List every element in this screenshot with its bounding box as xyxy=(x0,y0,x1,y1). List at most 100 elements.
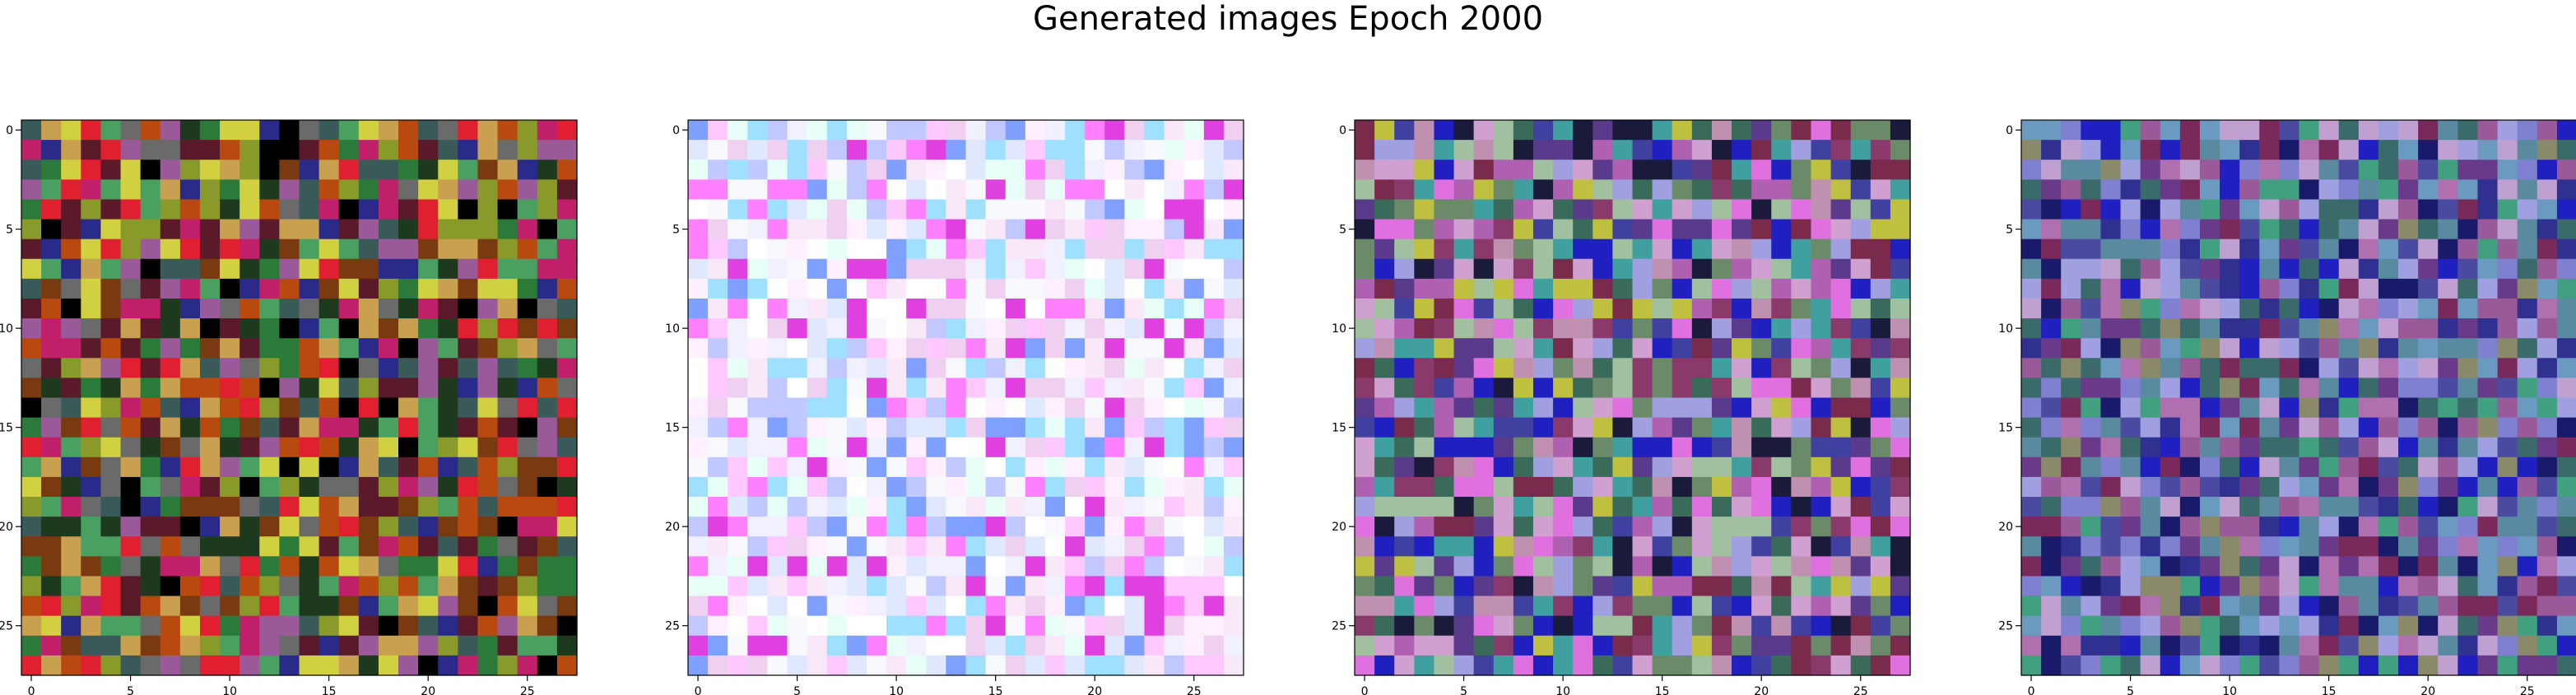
heatmap-cell xyxy=(1513,615,1534,637)
heatmap-cell xyxy=(2220,258,2240,280)
heatmap-cell xyxy=(517,278,538,299)
heatmap-cell xyxy=(319,378,340,399)
heatmap-cell xyxy=(1652,536,1673,557)
heatmap-cell xyxy=(1890,417,1911,438)
heatmap-cell xyxy=(537,497,558,517)
heatmap-cell xyxy=(537,358,558,378)
heatmap-cell xyxy=(946,456,967,478)
heatmap-cell xyxy=(1493,160,1514,180)
heatmap-cell xyxy=(1414,576,1435,597)
heatmap-cell xyxy=(826,258,848,280)
heatmap-cell xyxy=(1593,536,1613,557)
heatmap-cell xyxy=(728,576,748,597)
heatmap-cell xyxy=(21,655,42,676)
heatmap-cell xyxy=(1183,378,1205,399)
heatmap-cell xyxy=(2398,239,2419,260)
page-title: Generated images Epoch 2000 xyxy=(1032,0,1544,38)
heatmap-cell xyxy=(708,318,728,339)
heatmap-cell xyxy=(787,179,808,201)
heatmap-cell xyxy=(2120,456,2141,478)
heatmap-cell xyxy=(1434,120,1455,141)
heatmap-cell xyxy=(1044,437,1066,458)
heatmap-cell xyxy=(1711,556,1732,577)
heatmap-cell xyxy=(1732,476,1752,498)
heatmap-cell xyxy=(1374,456,1395,478)
heatmap-cell xyxy=(1791,476,1812,498)
heatmap-cell xyxy=(2497,258,2518,280)
heatmap-cell xyxy=(1124,278,1146,299)
heatmap-cell xyxy=(61,635,81,656)
heatmap-cell xyxy=(1203,417,1225,438)
heatmap-cell xyxy=(438,517,458,537)
heatmap-cell xyxy=(1414,318,1435,339)
heatmap-cell xyxy=(1453,397,1475,419)
heatmap-cell xyxy=(807,140,828,160)
heatmap-cell xyxy=(259,358,280,378)
heatmap-cell xyxy=(2021,595,2042,617)
y-tick-label: 20 xyxy=(0,521,13,534)
heatmap-cell xyxy=(1005,476,1026,498)
heatmap-cell xyxy=(2239,476,2260,498)
heatmap-cell xyxy=(1573,179,1593,201)
heatmap-cell xyxy=(2061,278,2081,299)
heatmap-cell xyxy=(2338,219,2360,240)
heatmap-cell xyxy=(2438,199,2458,220)
heatmap-cell xyxy=(1593,635,1613,656)
heatmap-cell xyxy=(1850,595,1872,617)
heatmap-cell xyxy=(1553,655,1574,676)
heatmap-cell xyxy=(1355,517,1375,537)
heatmap-cell xyxy=(1005,239,1026,260)
heatmap-cell xyxy=(140,278,161,299)
heatmap-cell xyxy=(1414,556,1435,577)
heatmap-cell xyxy=(2199,278,2220,299)
heatmap-cell xyxy=(886,278,907,299)
heatmap-cell xyxy=(338,417,360,438)
y-tick-label: 10 xyxy=(1998,322,2013,336)
heatmap-cell xyxy=(2199,615,2220,637)
heatmap-cell xyxy=(2438,595,2458,617)
heatmap-cell xyxy=(398,397,419,419)
heatmap-cell xyxy=(1632,635,1653,656)
heatmap-cell xyxy=(1355,338,1375,359)
heatmap-cell xyxy=(497,556,518,577)
heatmap-cell xyxy=(1005,615,1026,637)
heatmap-cell xyxy=(220,140,240,160)
heatmap-cell xyxy=(1553,239,1574,260)
heatmap-cell xyxy=(398,556,419,577)
heatmap-cell xyxy=(1612,120,1634,141)
heatmap-cell xyxy=(2398,456,2419,478)
heatmap-cell xyxy=(965,140,987,160)
heatmap-cell xyxy=(239,378,260,399)
heatmap-cell xyxy=(21,456,42,478)
heatmap-cell xyxy=(1612,595,1634,617)
heatmap-cell xyxy=(1711,258,1732,280)
heatmap-cell xyxy=(1890,258,1911,280)
heatmap-cell xyxy=(1890,536,1911,557)
heatmap-cell xyxy=(1453,417,1475,438)
heatmap-cell xyxy=(338,635,360,656)
heatmap-cell xyxy=(220,239,240,260)
heatmap-cell xyxy=(378,615,399,637)
heatmap-cell xyxy=(2220,635,2240,656)
heatmap-cell xyxy=(1553,517,1574,537)
heatmap-cell xyxy=(2457,120,2479,141)
heatmap-cell xyxy=(2140,278,2161,299)
heatmap-cell xyxy=(846,397,867,419)
heatmap-cell xyxy=(1065,437,1086,458)
heatmap-cell xyxy=(21,239,42,260)
heatmap-cell xyxy=(537,397,558,419)
heatmap-cell xyxy=(2338,437,2360,458)
heatmap-cell xyxy=(2081,635,2102,656)
heatmap-cell xyxy=(41,239,62,260)
heatmap-cell xyxy=(708,298,728,319)
heatmap-cell xyxy=(985,517,1007,537)
heatmap-cell xyxy=(2199,655,2220,676)
heatmap-cell xyxy=(2100,199,2122,220)
heatmap-cell xyxy=(826,278,848,299)
heatmap-cell xyxy=(1870,239,1891,260)
heatmap-cell xyxy=(1573,576,1593,597)
heatmap-cell xyxy=(1850,179,1872,201)
heatmap-cell xyxy=(1164,199,1185,220)
heatmap-cell xyxy=(1751,476,1772,498)
heatmap-cell xyxy=(1771,199,1792,220)
